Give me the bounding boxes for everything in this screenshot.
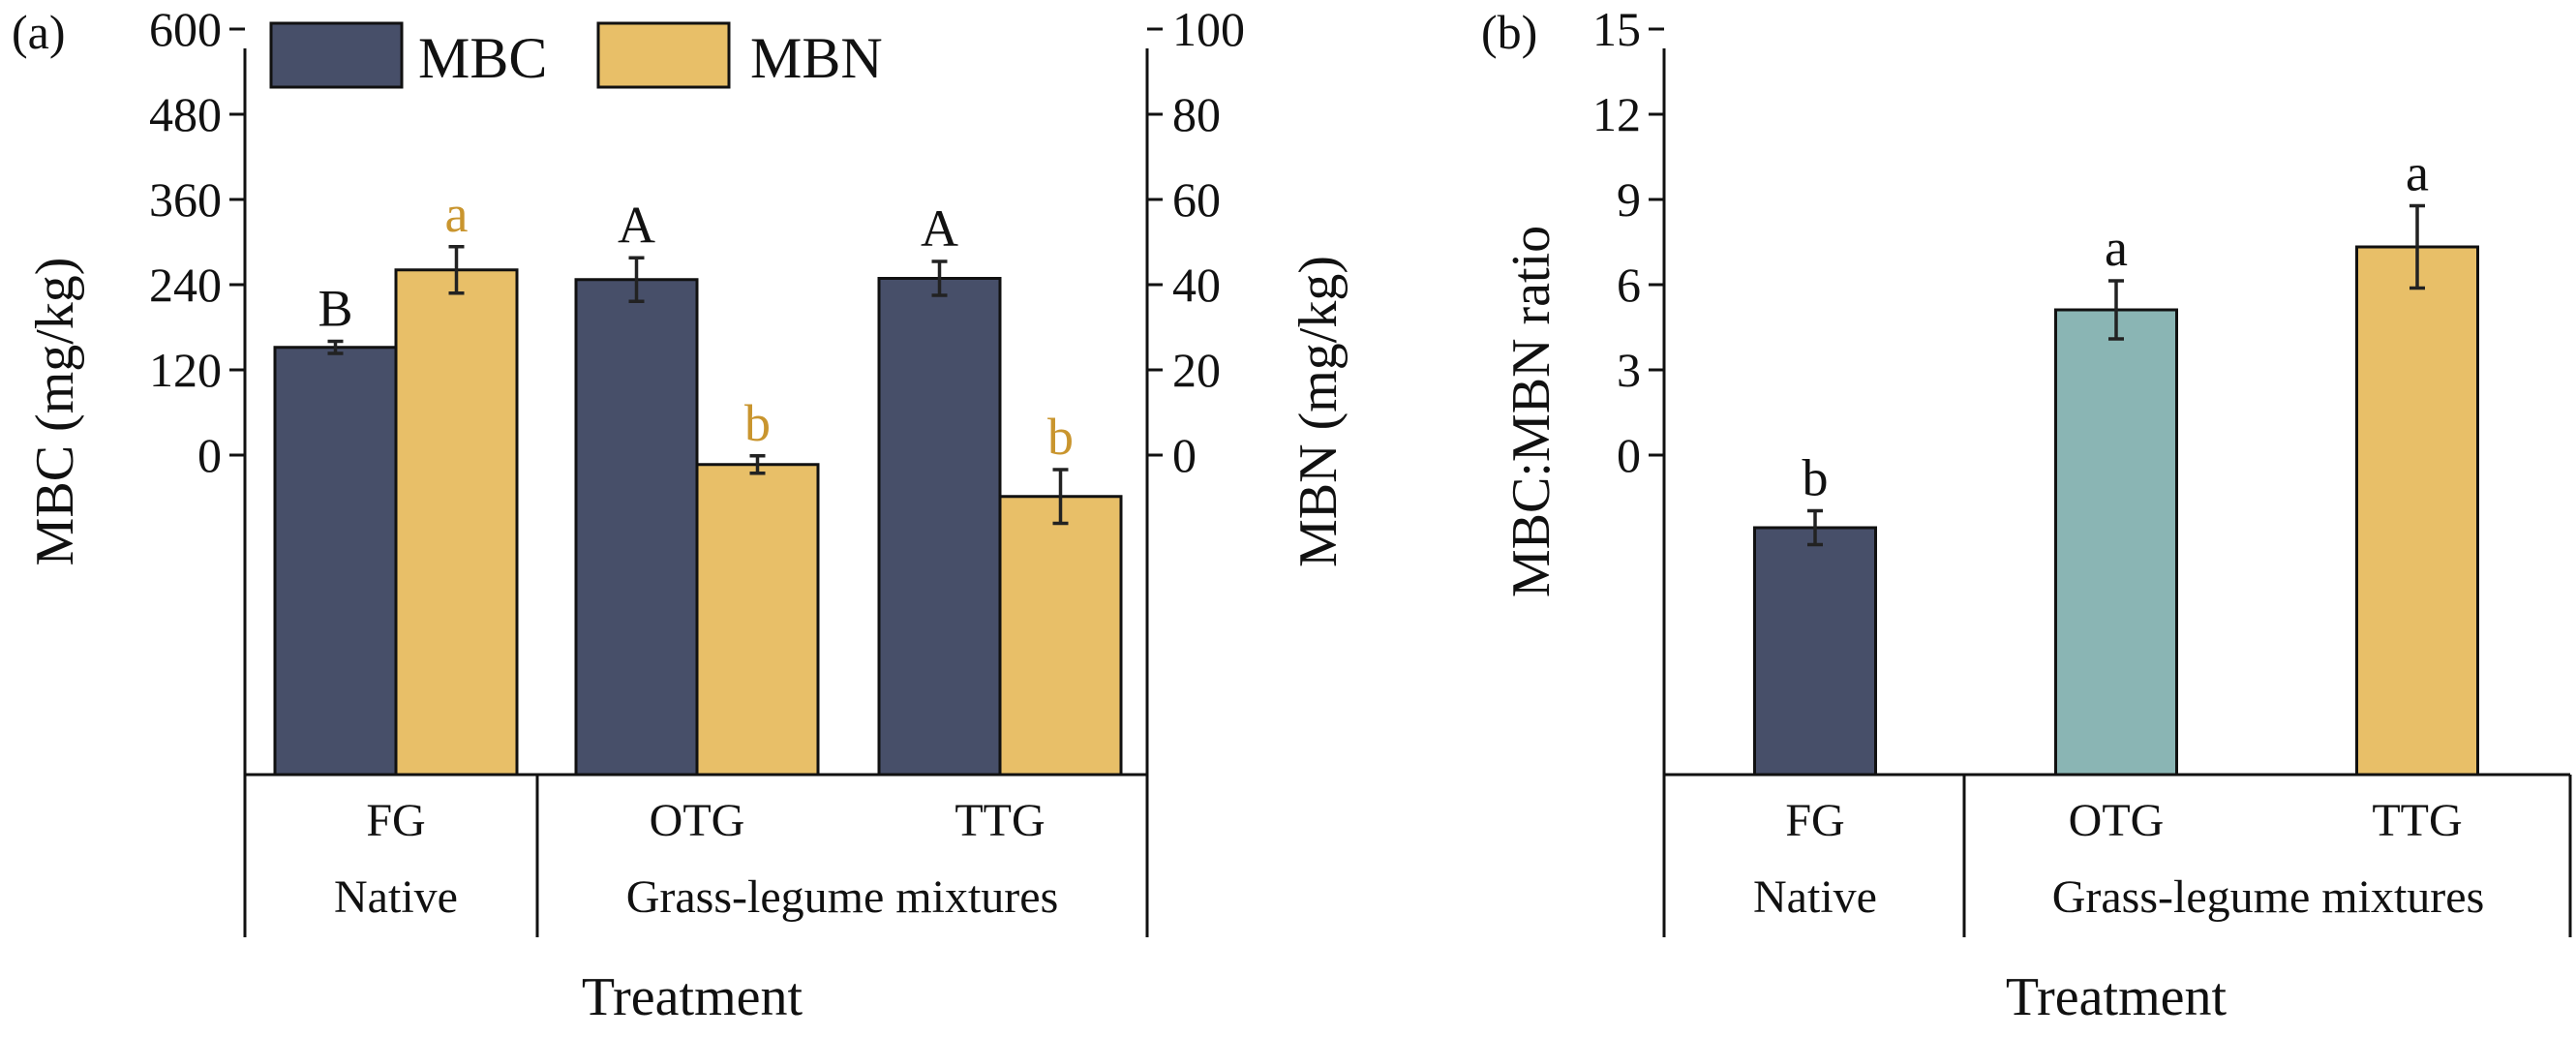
chart-panel-a: (a) MBC MBN 0 120 240 360 480 600 0 20 40 60 80 10…: [12, 2, 1349, 1027]
y-tick-label: 15: [1592, 2, 1641, 56]
error-bars: [1807, 203, 2425, 547]
y-ticks-left: 0 120 240 360 480 600: [149, 2, 245, 482]
significance-letters: B A Aa b b: [318, 185, 1074, 466]
y-tick-label-right: 100: [1172, 2, 1245, 56]
group-label-grass-legume: Grass-legume mixtures: [626, 871, 1059, 923]
y-axis-title-right: MBN (mg/kg): [1288, 256, 1349, 567]
y-tick-label: 240: [149, 258, 222, 312]
category-label-fg: FG: [1785, 795, 1844, 846]
y-tick-label-right: 20: [1172, 343, 1221, 397]
bar-ratio-otg: [2054, 308, 2178, 777]
y-tick-label-right: 60: [1172, 172, 1221, 227]
bar-mbn-otg: [695, 463, 820, 777]
bar-mbc-otg: [574, 278, 699, 777]
y-tick-label: 6: [1617, 258, 1641, 312]
y-tick-label: 120: [149, 343, 222, 397]
legend-label-mbn: MBN: [750, 26, 883, 90]
y-tick-label: 12: [1592, 87, 1641, 141]
bar-ratio-ttg: [2355, 245, 2479, 777]
y-tick-label: 0: [197, 428, 222, 482]
bars: [273, 268, 1123, 777]
error-bars: [327, 245, 1069, 526]
category-labels: FG OTG TTG Native Grass-legume mixtures: [1753, 795, 2484, 923]
bars: [1753, 245, 2479, 777]
category-label-fg: FG: [366, 795, 425, 846]
y-axis-title: MBC:MBN ratio: [1501, 226, 1561, 597]
bar-ratio-fg: [1753, 526, 1877, 777]
sig-letter-mbc-fg: B: [318, 280, 352, 338]
y-ticks-right: 0 20 40 60 80 100: [1147, 2, 1245, 482]
y-tick-label: 3: [1617, 343, 1641, 397]
group-label-native: Native: [334, 871, 458, 923]
legend-label-mbc: MBC: [418, 26, 547, 90]
panel-a-label: (a): [12, 5, 66, 59]
y-tick-label-right: 0: [1172, 428, 1197, 482]
legend-swatch-mbn: [596, 21, 731, 89]
significance-letters: b a a: [1803, 144, 2430, 507]
sig-letter-mbc-ttg: A: [921, 199, 958, 258]
x-axis-title: Treatment: [582, 967, 803, 1027]
y-tick-label: 360: [149, 172, 222, 227]
sig-letter-mbn-fg: a: [445, 185, 469, 243]
category-label-otg: OTG: [2069, 795, 2165, 846]
y-tick-label-right: 80: [1172, 87, 1221, 141]
y-ticks: 0 3 6 9 12 15: [1592, 2, 1664, 482]
sig-letter-mbn-ttg: b: [1047, 408, 1074, 466]
chart-panel-b: (b) 0 3 6 9 12 15 b a a FG OTG TTG Native Grass…: [1481, 2, 2572, 1027]
y-tick-label: 9: [1617, 172, 1641, 227]
group-label-native: Native: [1753, 871, 1877, 923]
sig-letter-ratio-otg: a: [2105, 219, 2128, 277]
category-label-otg: OTG: [650, 795, 745, 846]
category-label-ttg: TTG: [955, 795, 1045, 846]
bar-mbc-ttg: [877, 277, 1002, 777]
category-label-ttg: TTG: [2372, 795, 2462, 846]
y-tick-label-right: 40: [1172, 258, 1221, 312]
y-axis-title-left: MBC (mg/kg): [25, 258, 85, 566]
bar-mbn-ttg: [998, 495, 1123, 777]
bar-mbc-fg: [273, 346, 398, 777]
sig-letter-ratio-ttg: a: [2406, 144, 2429, 202]
x-axis-title: Treatment: [2006, 967, 2227, 1027]
group-label-grass-legume: Grass-legume mixtures: [2052, 871, 2485, 923]
sig-letter-mbc-otg: A: [618, 196, 655, 254]
y-tick-label: 0: [1617, 428, 1641, 482]
y-tick-label: 600: [149, 2, 222, 56]
panel-b-label: (b): [1481, 5, 1537, 59]
y-tick-label: 480: [149, 87, 222, 141]
sig-letter-ratio-fg: b: [1803, 449, 1829, 507]
sig-letter-mbn-otg: b: [744, 394, 771, 452]
legend-swatch-mbc: [269, 21, 404, 89]
legend: MBC MBN: [269, 21, 883, 90]
bar-mbn-fg: [394, 268, 519, 777]
category-labels: FG OTG TTG Native Grass-legume mixtures: [334, 795, 1058, 923]
